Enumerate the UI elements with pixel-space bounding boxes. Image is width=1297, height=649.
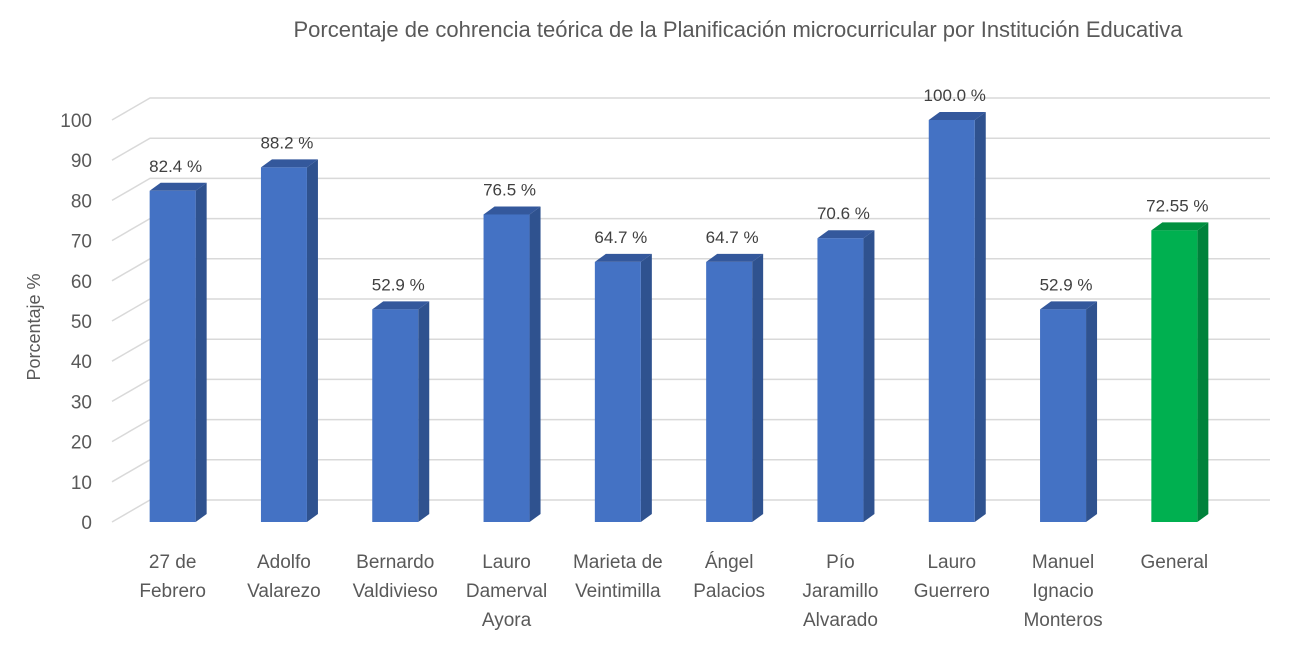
bar [1151,222,1209,522]
bar-top [1040,301,1098,310]
bar-top [372,301,430,310]
bar-side [529,206,541,522]
x-tick-label: Marieta de Veintimilla [573,552,663,602]
x-axis-ticks: 27 de Febrero Adolfo Valarezo Bernardo Valdiv… [139,552,1208,631]
bar-front [594,261,641,522]
bar-top [1151,222,1209,231]
y-tick-label: 20 [71,433,92,454]
bars: 82.4 % 88.2 % 52.9 % 76.5 % 64.7 % 64.7 % 70.6… [149,86,1209,523]
x-tick-label: General [1141,552,1209,573]
bar-side [1197,222,1209,522]
data-label: 82.4 % [149,157,202,176]
bar-top [483,206,541,215]
bar-top [706,253,764,262]
data-label: 52.9 % [372,275,425,294]
x-tick-label: Adolfo Valarezo [247,552,321,602]
data-label: 100.0 % [924,86,986,105]
data-label: 88.2 % [260,133,313,152]
y-tick-label: 10 [71,473,92,494]
data-label: 64.7 % [706,228,759,247]
x-tick-label: 27 de Febrero [139,552,206,602]
bar-top [149,182,207,191]
bar-front [260,167,307,522]
bar [372,301,430,522]
bar [260,159,318,522]
x-tick-label: Pío Jaramillo Alvarado [802,552,878,631]
x-tick-label: Lauro Guerrero [914,552,990,602]
x-tick-label: Manuel Ignacio Monteros [1023,552,1102,631]
gridline [111,97,1270,121]
bar-side [195,182,207,522]
bar-side [306,159,318,522]
y-tick-label: 90 [71,151,92,172]
data-label: 52.9 % [1040,275,1093,294]
data-label: 72.55 % [1146,196,1208,215]
bar-front [928,120,975,522]
bar-front [1151,230,1198,522]
bar-side [640,253,652,522]
bar-side [974,112,986,522]
y-tick-label: 0 [81,513,92,534]
bar-side [1086,301,1098,522]
bar [594,253,652,522]
y-axis-ticks: 0 10 20 30 40 50 60 70 80 90 100 [60,111,92,534]
x-tick-label: Ángel Palacios [693,552,765,602]
data-label: 64.7 % [594,228,647,247]
x-tick-label: Lauro Damerval Ayora [466,552,547,631]
bar-front [817,238,864,523]
bar-front [1040,309,1087,522]
bar [706,253,764,522]
bar-top [594,253,652,262]
bar-front [149,190,196,522]
bar [817,230,875,523]
bar [483,206,541,522]
bar-front [483,214,530,522]
y-tick-label: 30 [71,392,92,413]
bar-front [706,261,753,522]
bar [149,182,207,522]
data-label: 76.5 % [483,180,536,199]
bar-side [418,301,430,522]
y-tick-label: 70 [71,232,92,253]
y-tick-label: 80 [71,191,92,212]
bar-front [372,309,419,522]
chart-title: Porcentaje de cohrencia teórica de la Pl… [293,17,1183,42]
bar-top [928,112,986,120]
y-tick-label: 40 [71,352,92,373]
gridline [111,177,1270,202]
y-tick-label: 60 [71,272,92,293]
bar-side [752,253,764,522]
y-axis-label: Porcentaje % [24,273,44,380]
bar [1040,301,1098,522]
y-tick-label: 50 [71,312,92,333]
x-tick-label: Bernardo Valdivieso [353,552,438,602]
bar-top [817,230,875,239]
bar-side [863,230,875,523]
gridline [111,137,1270,161]
bar-top [260,159,318,168]
bar [928,112,986,522]
data-label: 70.6 % [817,204,870,223]
y-tick-label: 100 [60,111,92,132]
